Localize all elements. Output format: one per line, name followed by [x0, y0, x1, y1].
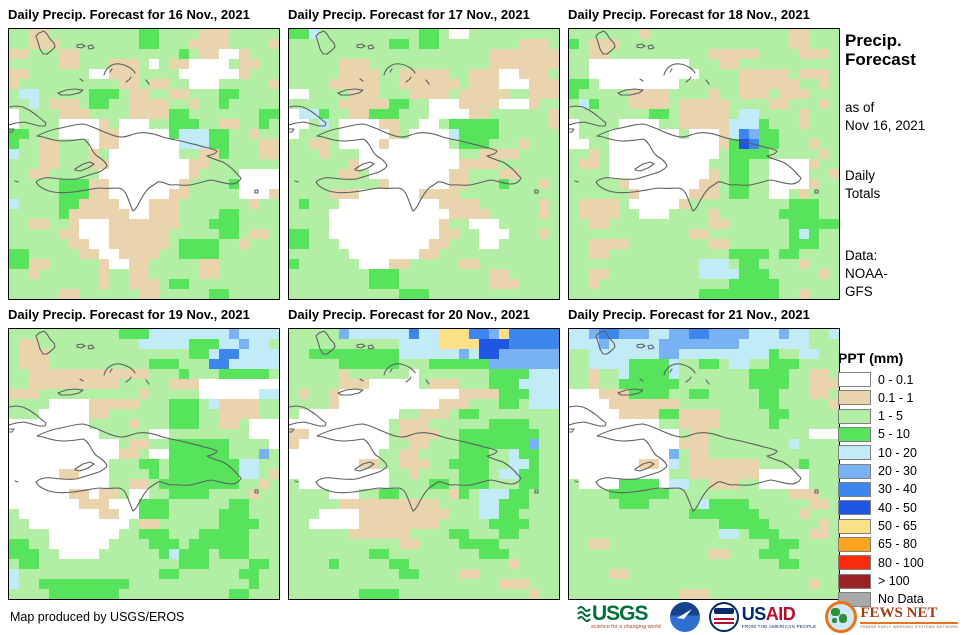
- legend-swatch: [838, 573, 871, 589]
- precip-grid-20nov: [289, 329, 559, 599]
- legend-item: 1 - 5: [838, 408, 904, 424]
- legend-item: 5 - 10: [838, 426, 910, 442]
- legend-label: No Data: [878, 592, 924, 607]
- precip-map-21nov: [568, 328, 840, 600]
- legend-item: 40 - 50: [838, 500, 917, 516]
- noaa-logo: [669, 602, 700, 632]
- legend-label: 80 - 100: [878, 555, 924, 570]
- usaid-emblem-icon: [708, 602, 739, 632]
- legend-label: 10 - 20: [878, 445, 917, 460]
- legend-label: 0 - 0.1: [878, 372, 914, 387]
- usaid-tagline: FROM THE AMERICAN PEOPLE: [741, 623, 817, 629]
- forecast-panel-19nov: Daily Precip. Forecast for 19 Nov., 2021: [8, 305, 280, 600]
- forecast-panel-21nov: Daily Precip. Forecast for 21 Nov., 2021: [568, 305, 840, 600]
- legend-item: 80 - 100: [838, 555, 924, 571]
- precip-grid-19nov: [9, 329, 279, 599]
- legend-title: PPT (mm): [838, 350, 904, 366]
- legend-swatch: [838, 390, 871, 406]
- logo-strip: USGS science for a changing world USAID …: [577, 600, 959, 634]
- legend-swatch: [838, 408, 871, 424]
- usgs-tagline: science for a changing world: [591, 624, 661, 631]
- panel-title-17nov: Daily Precip. Forecast for 17 Nov., 2021: [288, 7, 530, 22]
- noaa-bird-icon: [676, 609, 692, 619]
- panel-title-19nov: Daily Precip. Forecast for 19 Nov., 2021: [8, 307, 250, 322]
- fewsnet-wordmark: FEWS NET: [860, 605, 959, 624]
- usgs-wave-icon: [577, 605, 591, 622]
- legend-item: 30 - 40: [838, 481, 917, 497]
- legend-item: 10 - 20: [838, 445, 917, 461]
- precip-map-16nov: [8, 28, 280, 300]
- legend-label: 0.1 - 1: [878, 390, 914, 405]
- precip-map-19nov: [8, 328, 280, 600]
- sidebar-title-line2: Forecast: [845, 50, 916, 69]
- forecast-panel-18nov: Daily Precip. Forecast for 18 Nov., 2021: [568, 5, 840, 300]
- legend-swatch: [838, 426, 871, 442]
- legend-item: 0 - 0.1: [838, 372, 913, 387]
- legend-swatch: [838, 463, 871, 479]
- legend-label: 40 - 50: [878, 500, 917, 515]
- precip-map-17nov: [288, 28, 560, 300]
- usaid-logo: USAID FROM THE AMERICAN PEOPLE: [708, 602, 817, 632]
- precip-grid-16nov: [9, 29, 279, 299]
- forecast-panel-17nov: Daily Precip. Forecast for 17 Nov., 2021: [288, 5, 560, 300]
- panel-title-20nov: Daily Precip. Forecast for 20 Nov., 2021: [288, 307, 530, 322]
- forecast-panel-20nov: Daily Precip. Forecast for 20 Nov., 2021: [288, 305, 560, 600]
- legend-swatch: [838, 536, 871, 552]
- as-of-date: as of Nov 16, 2021: [845, 100, 926, 133]
- legend-items: 0 - 0.1 0.1 - 1 1 - 5 5 - 10 10 - 20 20 - 30 3…: [838, 372, 966, 625]
- legend-item: 0.1 - 1: [838, 390, 914, 406]
- forecast-panel-16nov: Daily Precip. Forecast for 16 Nov., 2021: [8, 5, 280, 300]
- legend-swatch: [838, 372, 871, 387]
- data-source-label: Data: NOAA- GFS: [845, 248, 888, 299]
- legend-swatch: [838, 481, 871, 497]
- map-credit: Map produced by USGS/EROS: [10, 610, 185, 624]
- legend-label: > 100: [878, 574, 910, 589]
- fewsnet-globe-icon: [825, 601, 858, 633]
- fewsnet-tagline: FAMINE EARLY WARNING SYSTEMS NETWORK: [860, 623, 959, 629]
- legend-label: 1 - 5: [878, 409, 904, 424]
- legend-swatch: [838, 500, 871, 516]
- legend-label: 20 - 30: [878, 464, 917, 479]
- legend-swatch: [838, 445, 871, 461]
- sidebar-title: Precip. Forecast: [845, 31, 916, 69]
- legend-label: 50 - 65: [878, 519, 917, 534]
- legend-item: 20 - 30: [838, 463, 917, 479]
- precip-grid-17nov: [289, 29, 559, 299]
- precip-grid-18nov: [569, 29, 839, 299]
- precip-grid-21nov: [569, 329, 839, 599]
- legend-label: 65 - 80: [878, 537, 917, 552]
- legend-swatch: [838, 518, 871, 534]
- sidebar-title-line1: Precip.: [845, 31, 902, 50]
- panel-title-16nov: Daily Precip. Forecast for 16 Nov., 2021: [8, 7, 250, 22]
- fewsnet-logo: FEWS NET FAMINE EARLY WARNING SYSTEMS NE…: [825, 601, 959, 633]
- panel-title-18nov: Daily Precip. Forecast for 18 Nov., 2021: [568, 7, 810, 22]
- usaid-wordmark: USAID: [741, 603, 796, 624]
- legend-item: > 100: [838, 573, 910, 589]
- legend-item: 65 - 80: [838, 536, 917, 552]
- panel-title-21nov: Daily Precip. Forecast for 21 Nov., 2021: [568, 307, 810, 322]
- legend-swatch: [838, 555, 871, 571]
- usgs-wordmark: USGS: [592, 602, 649, 626]
- precip-map-18nov: [568, 28, 840, 300]
- precip-map-20nov: [288, 328, 560, 600]
- usgs-logo: USGS science for a changing world: [577, 603, 661, 631]
- legend-item: 50 - 65: [838, 518, 917, 534]
- daily-totals-label: Daily Totals: [845, 168, 881, 201]
- legend-label: 30 - 40: [878, 482, 917, 497]
- legend-label: 5 - 10: [878, 427, 910, 442]
- legend: PPT (mm) 0 - 0.1 0.1 - 1 1 - 5 5 - 10 10 - 2…: [838, 350, 966, 625]
